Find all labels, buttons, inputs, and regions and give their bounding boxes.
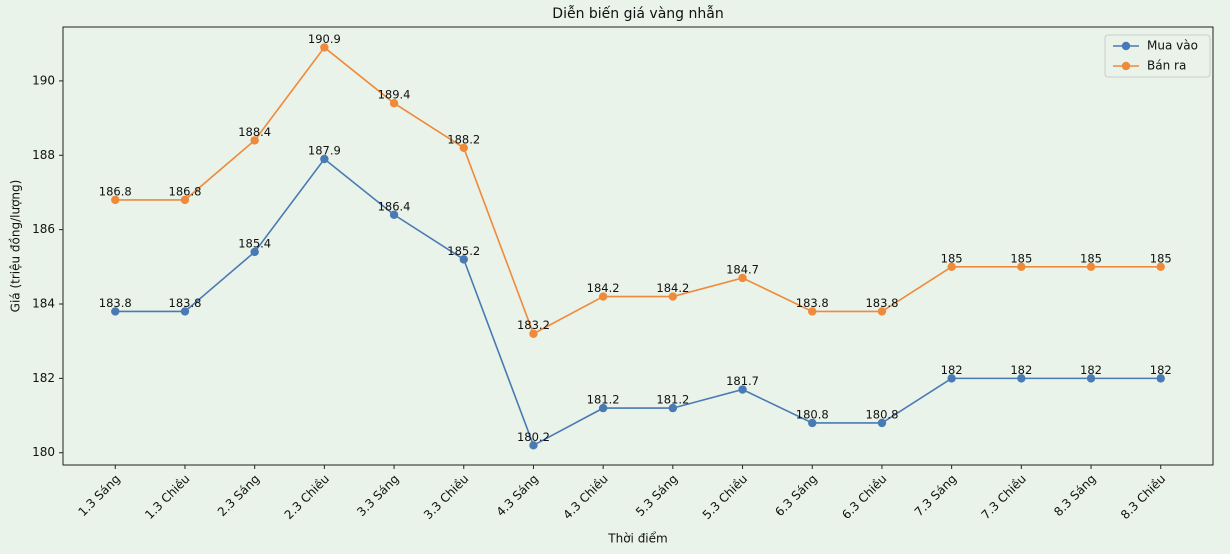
data-label: 183.8 <box>796 296 829 310</box>
data-label: 181.7 <box>726 374 759 388</box>
point <box>320 154 329 164</box>
data-label: 186.8 <box>169 184 202 198</box>
data-label: 185 <box>1010 251 1032 265</box>
point <box>808 418 817 428</box>
data-label: 187.9 <box>308 143 341 157</box>
data-label: 180.8 <box>796 407 829 421</box>
data-label: 184.2 <box>656 281 689 295</box>
point <box>111 307 120 316</box>
data-label: 185.2 <box>447 244 480 258</box>
data-label: 189.4 <box>378 88 411 102</box>
point <box>1156 374 1165 383</box>
data-label: 183.8 <box>169 296 202 310</box>
y-tick-label: 182 <box>32 371 55 385</box>
y-tick-label: 184 <box>32 297 55 311</box>
point <box>389 99 399 108</box>
data-label: 180.8 <box>865 407 898 421</box>
data-label: 184.2 <box>587 281 620 295</box>
data-label: 184.7 <box>726 262 759 276</box>
data-label: 180.2 <box>517 430 550 444</box>
point <box>250 136 259 145</box>
point <box>877 307 887 316</box>
point <box>1156 262 1165 272</box>
data-label: 181.2 <box>587 393 620 407</box>
data-label: 185 <box>1080 251 1102 265</box>
data-label: 188.4 <box>238 125 271 139</box>
point <box>808 307 817 316</box>
data-label: 190.9 <box>308 32 341 46</box>
y-axis-label: Giá (triệu đồng/lượng) <box>9 180 23 313</box>
plot-frame <box>62 26 1214 466</box>
legend-label: Bán ra <box>1147 59 1186 73</box>
data-label: 182 <box>1150 363 1172 377</box>
point <box>180 307 190 316</box>
series-line <box>115 46 1161 335</box>
data-label: 183.8 <box>99 296 132 310</box>
point <box>459 255 468 264</box>
point <box>947 262 956 272</box>
legend-label: Mua vào <box>1147 39 1198 53</box>
point <box>1017 262 1026 272</box>
point <box>598 403 608 413</box>
point <box>389 210 399 219</box>
x-axis-label: Thời điểm <box>607 532 667 546</box>
data-label: 185.4 <box>238 236 271 250</box>
legend-marker <box>1121 41 1131 51</box>
data-label: 185 <box>1150 251 1172 265</box>
data-label: 188.2 <box>447 132 480 146</box>
data-label: 186.8 <box>99 184 132 198</box>
data-label: 183.2 <box>517 318 550 332</box>
point <box>1086 262 1096 272</box>
y-tick-label: 180 <box>32 445 55 459</box>
data-label: 182 <box>941 363 963 377</box>
point <box>668 403 678 413</box>
point <box>738 273 747 283</box>
legend-marker <box>1121 61 1131 71</box>
y-tick-label: 188 <box>32 148 55 162</box>
chart-title: Diễn biến giá vàng nhẫn <box>552 5 723 22</box>
series-line <box>115 157 1161 447</box>
data-label: 186.4 <box>378 199 411 213</box>
data-label: 185 <box>941 251 963 265</box>
data-label: 182 <box>1080 363 1102 377</box>
point <box>668 292 678 301</box>
point <box>250 247 259 257</box>
data-label: 181.2 <box>656 393 689 407</box>
point <box>947 374 956 383</box>
point <box>877 418 887 428</box>
data-label: 182 <box>1010 363 1032 377</box>
point <box>1086 374 1096 383</box>
y-tick-label: 190 <box>32 73 55 87</box>
point <box>180 195 190 205</box>
point <box>738 385 747 394</box>
point <box>320 43 329 52</box>
point <box>529 329 538 338</box>
y-tick-label: 186 <box>32 222 55 236</box>
data-label: 183.8 <box>865 296 898 310</box>
point <box>598 292 608 301</box>
point <box>111 195 120 205</box>
point <box>1017 374 1026 383</box>
point <box>529 441 538 450</box>
point <box>459 143 468 153</box>
